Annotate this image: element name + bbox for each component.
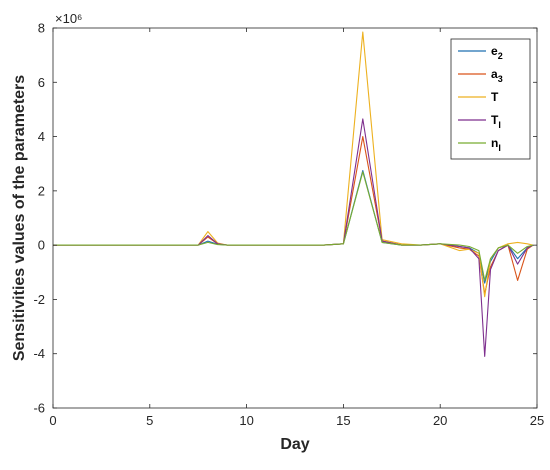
y-tick-label: 2: [38, 183, 45, 198]
y-tick-label: 6: [38, 75, 45, 90]
series-layer: [53, 31, 534, 357]
x-tick-label: 15: [336, 413, 350, 428]
legend-label-e2: e2: [491, 44, 503, 61]
y-ticks: -6 -4 -2 0 2 4 6 8: [33, 21, 537, 416]
y-tick-label: 4: [38, 129, 45, 144]
legend: e2 a3 T TI nI: [450, 38, 531, 160]
x-tick-label: 0: [49, 413, 56, 428]
y-exponent-label: ×10⁶: [55, 11, 82, 26]
x-tick-label: 10: [239, 413, 253, 428]
legend-label-a3: a3: [491, 67, 503, 84]
y-tick-label: -4: [33, 346, 45, 361]
x-tick-label: 20: [433, 413, 447, 428]
y-tick-label: 0: [38, 238, 45, 253]
series-line-nI: [53, 171, 534, 281]
x-ticks: 0 5 10 15 20 25: [49, 28, 544, 428]
plot-frame: [52, 27, 538, 409]
y-tick-label: -6: [33, 401, 45, 416]
y-tick-label: 8: [38, 21, 45, 36]
legend-label-nI: nI: [491, 136, 501, 153]
legend-label-TI: TI: [491, 113, 501, 130]
legend-label-T: T: [491, 90, 499, 104]
x-tick-label: 25: [530, 413, 544, 428]
x-tick-label: 5: [146, 413, 153, 428]
y-tick-label: -2: [33, 292, 45, 307]
x-axis-title: Day: [280, 436, 309, 453]
y-axis-title: Sensitivities values of the parameters: [11, 75, 28, 361]
legend-box: [450, 38, 531, 160]
